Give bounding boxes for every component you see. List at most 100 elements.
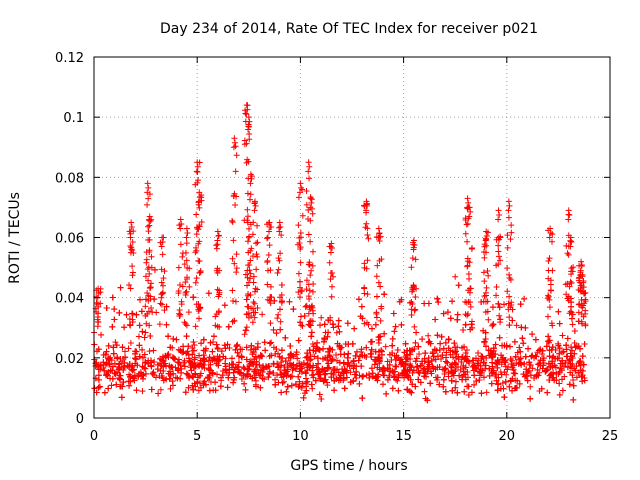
data-point bbox=[408, 389, 415, 396]
data-point bbox=[176, 281, 183, 288]
data-point bbox=[167, 344, 174, 351]
data-point bbox=[410, 237, 417, 244]
y-tick-label: 0.12 bbox=[55, 51, 84, 66]
data-point bbox=[345, 350, 352, 357]
data-point bbox=[248, 175, 255, 182]
data-point bbox=[413, 364, 420, 371]
data-point bbox=[297, 234, 304, 241]
data-point bbox=[483, 284, 490, 291]
data-point bbox=[127, 243, 134, 250]
data-point bbox=[322, 354, 329, 361]
data-point bbox=[144, 189, 151, 196]
data-point bbox=[447, 315, 454, 322]
data-point bbox=[353, 348, 360, 355]
data-point bbox=[330, 324, 337, 331]
data-point bbox=[505, 207, 512, 214]
data-point bbox=[129, 263, 136, 270]
data-point bbox=[546, 234, 553, 241]
data-point bbox=[146, 213, 153, 220]
data-point bbox=[559, 332, 566, 339]
data-point bbox=[408, 311, 415, 318]
data-point bbox=[563, 353, 570, 360]
data-point bbox=[264, 281, 271, 288]
data-point bbox=[298, 322, 305, 329]
data-point bbox=[479, 353, 486, 360]
data-point bbox=[105, 385, 112, 392]
data-point bbox=[539, 365, 546, 372]
data-point bbox=[555, 355, 562, 362]
data-point bbox=[303, 277, 310, 284]
data-point bbox=[266, 340, 273, 347]
data-point bbox=[389, 342, 396, 349]
data-point bbox=[148, 264, 155, 271]
data-point bbox=[392, 323, 399, 330]
data-point bbox=[148, 304, 155, 311]
data-point bbox=[115, 366, 122, 373]
data-point bbox=[459, 354, 466, 361]
data-point bbox=[242, 271, 249, 278]
data-point bbox=[372, 321, 379, 328]
data-point bbox=[556, 320, 563, 327]
data-point bbox=[409, 255, 416, 262]
x-tick-label: 10 bbox=[292, 429, 309, 444]
data-point bbox=[449, 387, 456, 394]
data-point bbox=[235, 368, 242, 375]
data-point bbox=[489, 304, 496, 311]
data-point bbox=[275, 266, 282, 273]
data-point bbox=[565, 207, 572, 214]
data-point bbox=[377, 317, 384, 324]
data-point bbox=[182, 279, 189, 286]
data-point bbox=[355, 296, 362, 303]
data-point bbox=[303, 188, 310, 195]
data-point bbox=[466, 213, 473, 220]
data-point bbox=[344, 320, 351, 327]
data-point bbox=[234, 341, 241, 348]
data-point bbox=[454, 311, 461, 318]
data-point bbox=[303, 286, 310, 293]
data-point bbox=[145, 277, 152, 284]
data-point bbox=[257, 352, 264, 359]
data-point bbox=[495, 242, 502, 249]
data-point bbox=[210, 333, 217, 340]
data-point bbox=[511, 338, 518, 345]
data-point bbox=[210, 338, 217, 345]
data-point bbox=[261, 339, 268, 346]
data-point bbox=[327, 243, 334, 250]
data-point bbox=[130, 366, 137, 373]
data-point bbox=[242, 386, 249, 393]
data-point bbox=[277, 223, 284, 230]
data-point bbox=[186, 265, 193, 272]
data-point bbox=[277, 250, 284, 257]
data-point bbox=[232, 298, 239, 305]
data-point bbox=[283, 372, 290, 379]
data-point bbox=[493, 262, 500, 269]
data-point bbox=[449, 364, 456, 371]
data-point bbox=[359, 373, 366, 380]
data-point bbox=[444, 359, 451, 366]
data-point bbox=[452, 378, 459, 385]
data-point bbox=[492, 341, 499, 348]
data-point bbox=[377, 333, 384, 340]
data-point bbox=[270, 326, 277, 333]
data-point bbox=[214, 286, 221, 293]
data-point bbox=[463, 347, 470, 354]
data-point bbox=[398, 356, 405, 363]
data-point bbox=[220, 353, 227, 360]
data-point bbox=[192, 279, 199, 286]
data-point bbox=[310, 362, 317, 369]
data-point bbox=[195, 177, 202, 184]
data-point bbox=[506, 314, 513, 321]
data-point bbox=[127, 340, 134, 347]
data-point bbox=[570, 376, 577, 383]
data-point bbox=[579, 353, 586, 360]
data-point bbox=[288, 362, 295, 369]
data-point bbox=[507, 276, 514, 283]
data-point bbox=[298, 288, 305, 295]
data-point bbox=[324, 364, 331, 371]
data-point bbox=[483, 389, 490, 396]
data-point bbox=[165, 333, 172, 340]
data-point bbox=[188, 367, 195, 374]
data-point bbox=[507, 378, 514, 385]
data-point bbox=[111, 306, 118, 313]
data-point bbox=[205, 357, 212, 364]
